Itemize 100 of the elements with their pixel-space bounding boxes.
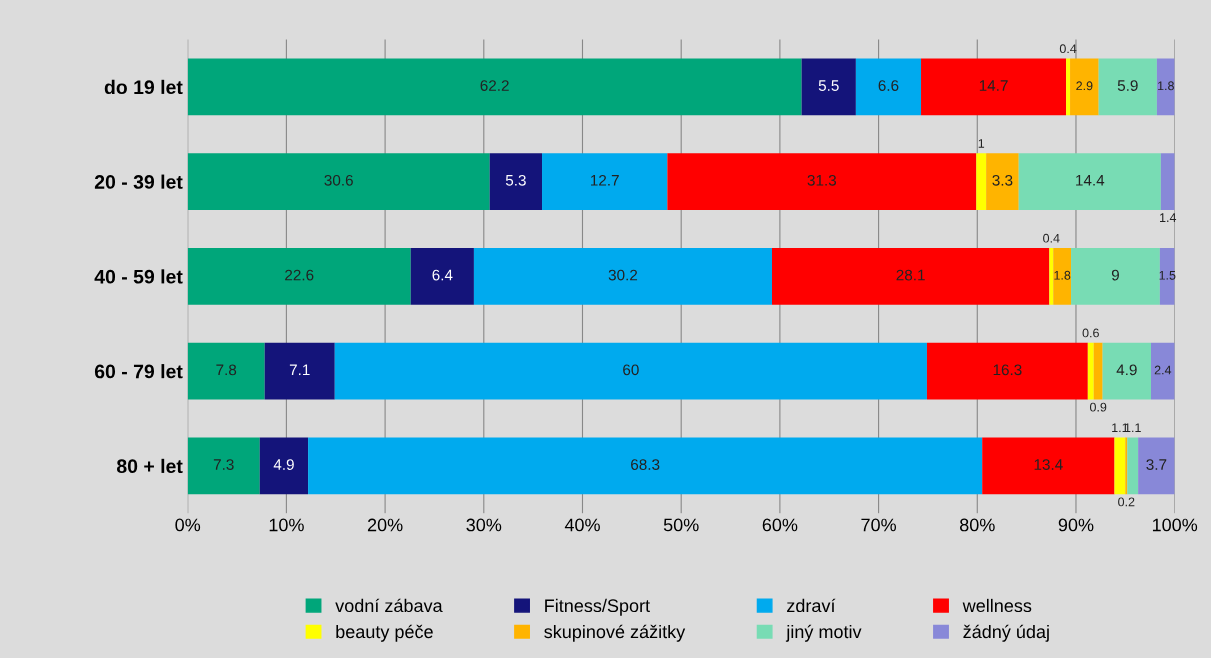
bar xyxy=(855,58,922,116)
bar xyxy=(410,247,474,305)
data-label: 1 xyxy=(978,139,985,148)
bar xyxy=(982,437,1115,495)
bar xyxy=(801,58,856,116)
data-label: 0.6 xyxy=(1082,328,1099,338)
data-label: 2.9 xyxy=(1076,81,1093,91)
bar xyxy=(976,153,987,211)
data-label: 68.3 xyxy=(631,459,660,470)
bar xyxy=(771,247,1050,305)
x-tick-label: 0% xyxy=(175,518,201,532)
data-label: 0.9 xyxy=(1089,402,1107,412)
bar xyxy=(1150,342,1175,400)
bar xyxy=(1102,342,1151,400)
data-label: 16.3 xyxy=(993,364,1022,376)
data-label: 5.3 xyxy=(505,174,526,186)
bar xyxy=(1053,247,1072,305)
x-tick-label: 10% xyxy=(269,518,304,532)
bar xyxy=(1049,247,1054,305)
legend-label: jiný motiv xyxy=(785,624,862,642)
y-tick-label: 80 + let xyxy=(116,458,183,474)
bar xyxy=(1114,437,1126,495)
data-label: 31.3 xyxy=(807,174,837,186)
y-tick-label: 20 - 39 let xyxy=(94,174,183,189)
bar xyxy=(187,153,490,211)
data-label: 13.4 xyxy=(1034,459,1063,470)
bar xyxy=(489,153,543,211)
legend-label: Fitness/Sport xyxy=(545,598,650,616)
data-label: 0.2 xyxy=(1118,497,1135,507)
data-label: 22.6 xyxy=(285,269,314,281)
data-label: 2.4 xyxy=(1154,365,1172,375)
bar xyxy=(473,247,772,305)
bar xyxy=(926,342,1088,400)
data-label: 6.6 xyxy=(878,80,899,91)
legend-label: wellness xyxy=(962,598,1032,613)
x-tick-label: 50% xyxy=(663,518,699,532)
data-label: 7.3 xyxy=(213,459,234,470)
x-tick-label: 100% xyxy=(1152,518,1198,532)
data-label: 1.8 xyxy=(1158,81,1174,91)
bar xyxy=(264,342,335,400)
data-label: 5.5 xyxy=(818,80,839,91)
bar xyxy=(1160,153,1175,211)
data-label: 1.5 xyxy=(1159,270,1176,280)
bar xyxy=(334,342,927,400)
data-label: 0.4 xyxy=(1059,44,1077,54)
data-label: 6.4 xyxy=(432,269,453,281)
data-label: 5.9 xyxy=(1117,80,1138,91)
data-label: 0.4 xyxy=(1043,233,1060,243)
data-label: 4.9 xyxy=(273,459,294,470)
bar xyxy=(187,437,260,495)
x-tick-label: 60% xyxy=(762,518,798,532)
data-label: 14.4 xyxy=(1076,175,1105,186)
x-tick-label: 40% xyxy=(564,518,600,532)
legend-label: skupinové zážitky xyxy=(544,624,686,642)
y-tick-label: do 19 let xyxy=(104,79,183,95)
data-label: 30.2 xyxy=(608,269,638,281)
data-label: 3.3 xyxy=(992,174,1013,186)
bar xyxy=(1138,437,1175,495)
y-tick-label: 60 - 79 let xyxy=(94,364,183,379)
legend-label: zdraví xyxy=(787,598,836,613)
bar xyxy=(1070,58,1099,116)
data-label: 62.2 xyxy=(480,80,509,91)
legend-label: beauty péče xyxy=(336,624,433,642)
bar xyxy=(1159,247,1175,305)
bar xyxy=(542,153,668,211)
bar xyxy=(187,58,802,116)
bar xyxy=(1018,153,1161,211)
bar xyxy=(1087,342,1094,400)
bar xyxy=(1071,247,1160,305)
bar xyxy=(986,153,1019,211)
data-label: 12.7 xyxy=(591,174,619,186)
bar xyxy=(921,58,1067,116)
data-label: 30.6 xyxy=(324,174,353,186)
y-tick-label: 40 - 59 let xyxy=(94,269,183,284)
bar xyxy=(308,437,983,495)
bar xyxy=(1093,342,1103,400)
bar xyxy=(259,437,309,495)
data-label: 1.8 xyxy=(1054,270,1071,280)
x-tick-label: 30% xyxy=(466,518,502,532)
bar xyxy=(1127,437,1139,495)
legend-label: žádný údaj xyxy=(963,624,1049,642)
bar xyxy=(187,247,411,305)
data-label: 60 xyxy=(623,364,639,376)
data-label: 9 xyxy=(1111,269,1119,281)
data-label: 7.8 xyxy=(216,364,237,376)
bar xyxy=(1066,58,1071,116)
x-tick-label: 80% xyxy=(959,518,995,532)
data-label: 4.9 xyxy=(1116,364,1137,376)
bar xyxy=(667,153,977,211)
data-label: 7.1 xyxy=(289,364,310,376)
data-label: 14.7 xyxy=(979,80,1008,91)
legend-label: vodní zábava xyxy=(335,598,443,613)
bar xyxy=(1156,58,1175,116)
bar xyxy=(1098,58,1157,116)
bar xyxy=(187,342,265,400)
data-label: 1.4 xyxy=(1160,213,1177,222)
data-label: 3.7 xyxy=(1146,459,1167,470)
x-tick-label: 90% xyxy=(1058,518,1094,532)
x-tick-label: 20% xyxy=(367,518,403,532)
x-tick-label: 70% xyxy=(861,518,897,532)
